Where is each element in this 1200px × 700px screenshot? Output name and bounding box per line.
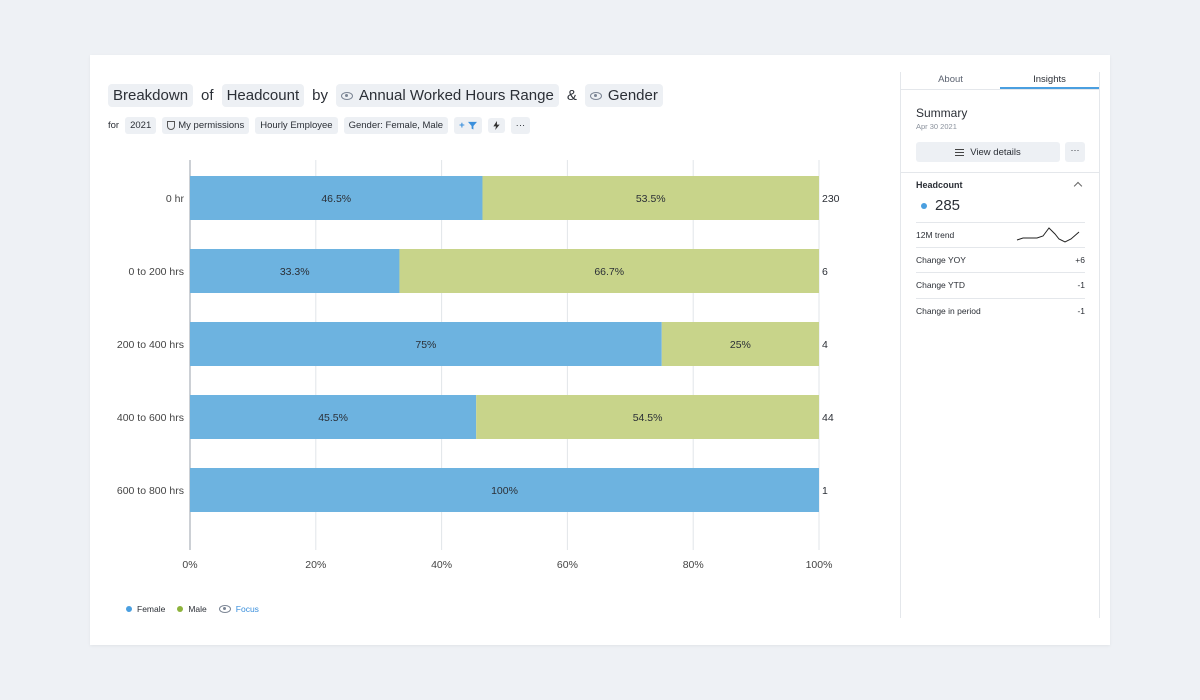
permissions-filter[interactable]: My permissions	[162, 117, 250, 134]
stat-row: Change YTD -1	[916, 272, 1085, 297]
legend-male[interactable]: Male	[177, 604, 207, 614]
trend-row: 12M trend	[916, 222, 1085, 247]
quick-action-button[interactable]	[487, 118, 505, 133]
bar-segment-female	[190, 468, 819, 512]
dimension-gender-chip[interactable]: Gender	[584, 84, 663, 107]
breakdown-chip[interactable]: Breakdown	[108, 84, 194, 107]
x-tick-label: 80%	[683, 559, 704, 571]
bar-segment-female	[190, 395, 477, 439]
x-tick-label: 60%	[557, 559, 578, 571]
male-swatch	[177, 606, 184, 612]
category-label: 0 hr	[166, 193, 185, 205]
total-label: 230	[822, 193, 840, 205]
bar-segment-male	[482, 176, 819, 220]
tab-about[interactable]: About	[938, 74, 963, 85]
eye-icon	[340, 91, 353, 100]
view-details-button[interactable]: View details	[916, 142, 1060, 162]
data-label: 46.5%	[321, 193, 351, 205]
list-icon	[955, 148, 965, 156]
category-label: 400 to 600 hrs	[117, 412, 184, 424]
filter-more-button[interactable]: ···	[510, 117, 531, 134]
title-of: of	[201, 87, 214, 104]
bar-segment-male	[399, 249, 819, 293]
data-label: 25%	[730, 339, 751, 351]
summary-date: Apr 30 2021	[916, 122, 957, 131]
filter-bar: for 2021 My permissions Hourly Employee …	[108, 117, 531, 134]
bar-segment-male	[476, 395, 819, 439]
metric-dot	[921, 202, 927, 209]
report-card: Breakdown of Headcount by Annual Worked …	[90, 55, 1110, 645]
data-label: 53.5%	[636, 193, 666, 205]
report-title: Breakdown of Headcount by Annual Worked …	[108, 84, 663, 107]
lightning-icon	[493, 121, 500, 130]
category-label: 200 to 400 hrs	[117, 339, 184, 351]
data-label: 54.5%	[633, 412, 663, 424]
eye-icon	[589, 91, 602, 100]
x-tick-label: 40%	[431, 559, 452, 571]
metric-chip[interactable]: Headcount	[221, 84, 305, 107]
stat-row: Change in period -1	[916, 298, 1085, 323]
gender-filter[interactable]: Gender: Female, Male	[343, 117, 449, 134]
data-label: 100%	[491, 485, 518, 497]
chevron-up-icon[interactable]	[1073, 181, 1083, 191]
category-label: 600 to 800 hrs	[117, 485, 184, 497]
title-by: by	[312, 87, 328, 104]
category-label: 0 to 200 hrs	[129, 266, 184, 278]
tab-insights[interactable]: Insights	[1000, 72, 1099, 89]
metric-value: 285	[921, 197, 960, 214]
total-label: 6	[822, 266, 828, 278]
shield-icon	[167, 121, 176, 130]
bar-segment-female	[190, 176, 483, 220]
female-swatch	[126, 606, 132, 612]
for-label: for	[108, 120, 120, 131]
x-tick-label: 20%	[305, 559, 326, 571]
total-label: 1	[822, 485, 828, 497]
stat-row: Change YOY +6	[916, 247, 1085, 272]
total-label: 44	[822, 412, 834, 424]
bar-segment-female	[190, 249, 400, 293]
total-label: 4	[822, 339, 828, 351]
x-tick-label: 100%	[806, 559, 833, 571]
data-label: 66.7%	[594, 266, 624, 278]
filter-icon	[467, 121, 477, 130]
chart-legend: Female Male Focus	[126, 604, 259, 614]
data-label: 33.3%	[280, 266, 310, 278]
summary-title: Summary	[916, 106, 968, 120]
summary-more-button[interactable]: ···	[1065, 142, 1085, 162]
chart-area: 0% 20% 40% 60% 80% 100% 0 hr 46.5% 53.5% 230 0 to …	[90, 150, 890, 590]
eye-icon	[218, 605, 231, 613]
panel-tabs: About Insights	[901, 72, 1099, 90]
add-filter-button[interactable]: +	[454, 117, 482, 134]
stacked-bar-chart: 0% 20% 40% 60% 80% 100% 0 hr 46.5% 53.5% 230 0 to …	[117, 160, 840, 571]
x-tick-label: 0%	[182, 559, 197, 571]
year-filter[interactable]: 2021	[125, 117, 157, 134]
insights-panel: About Insights Summary Apr 30 2021 View …	[900, 72, 1100, 618]
bar-segment-female	[190, 322, 662, 366]
bar-segment-male	[661, 322, 819, 366]
dimension-hours-chip[interactable]: Annual Worked Hours Range	[335, 84, 559, 107]
legend-female[interactable]: Female	[126, 604, 165, 614]
employee-type-filter[interactable]: Hourly Employee	[255, 117, 338, 134]
metric-label: Headcount	[916, 180, 963, 190]
sparkline	[1016, 227, 1080, 243]
data-label: 75%	[415, 339, 436, 351]
data-label: 45.5%	[318, 412, 348, 424]
title-ampersand: &	[566, 87, 577, 104]
divider	[901, 172, 1099, 173]
legend-focus[interactable]: Focus	[218, 604, 259, 614]
